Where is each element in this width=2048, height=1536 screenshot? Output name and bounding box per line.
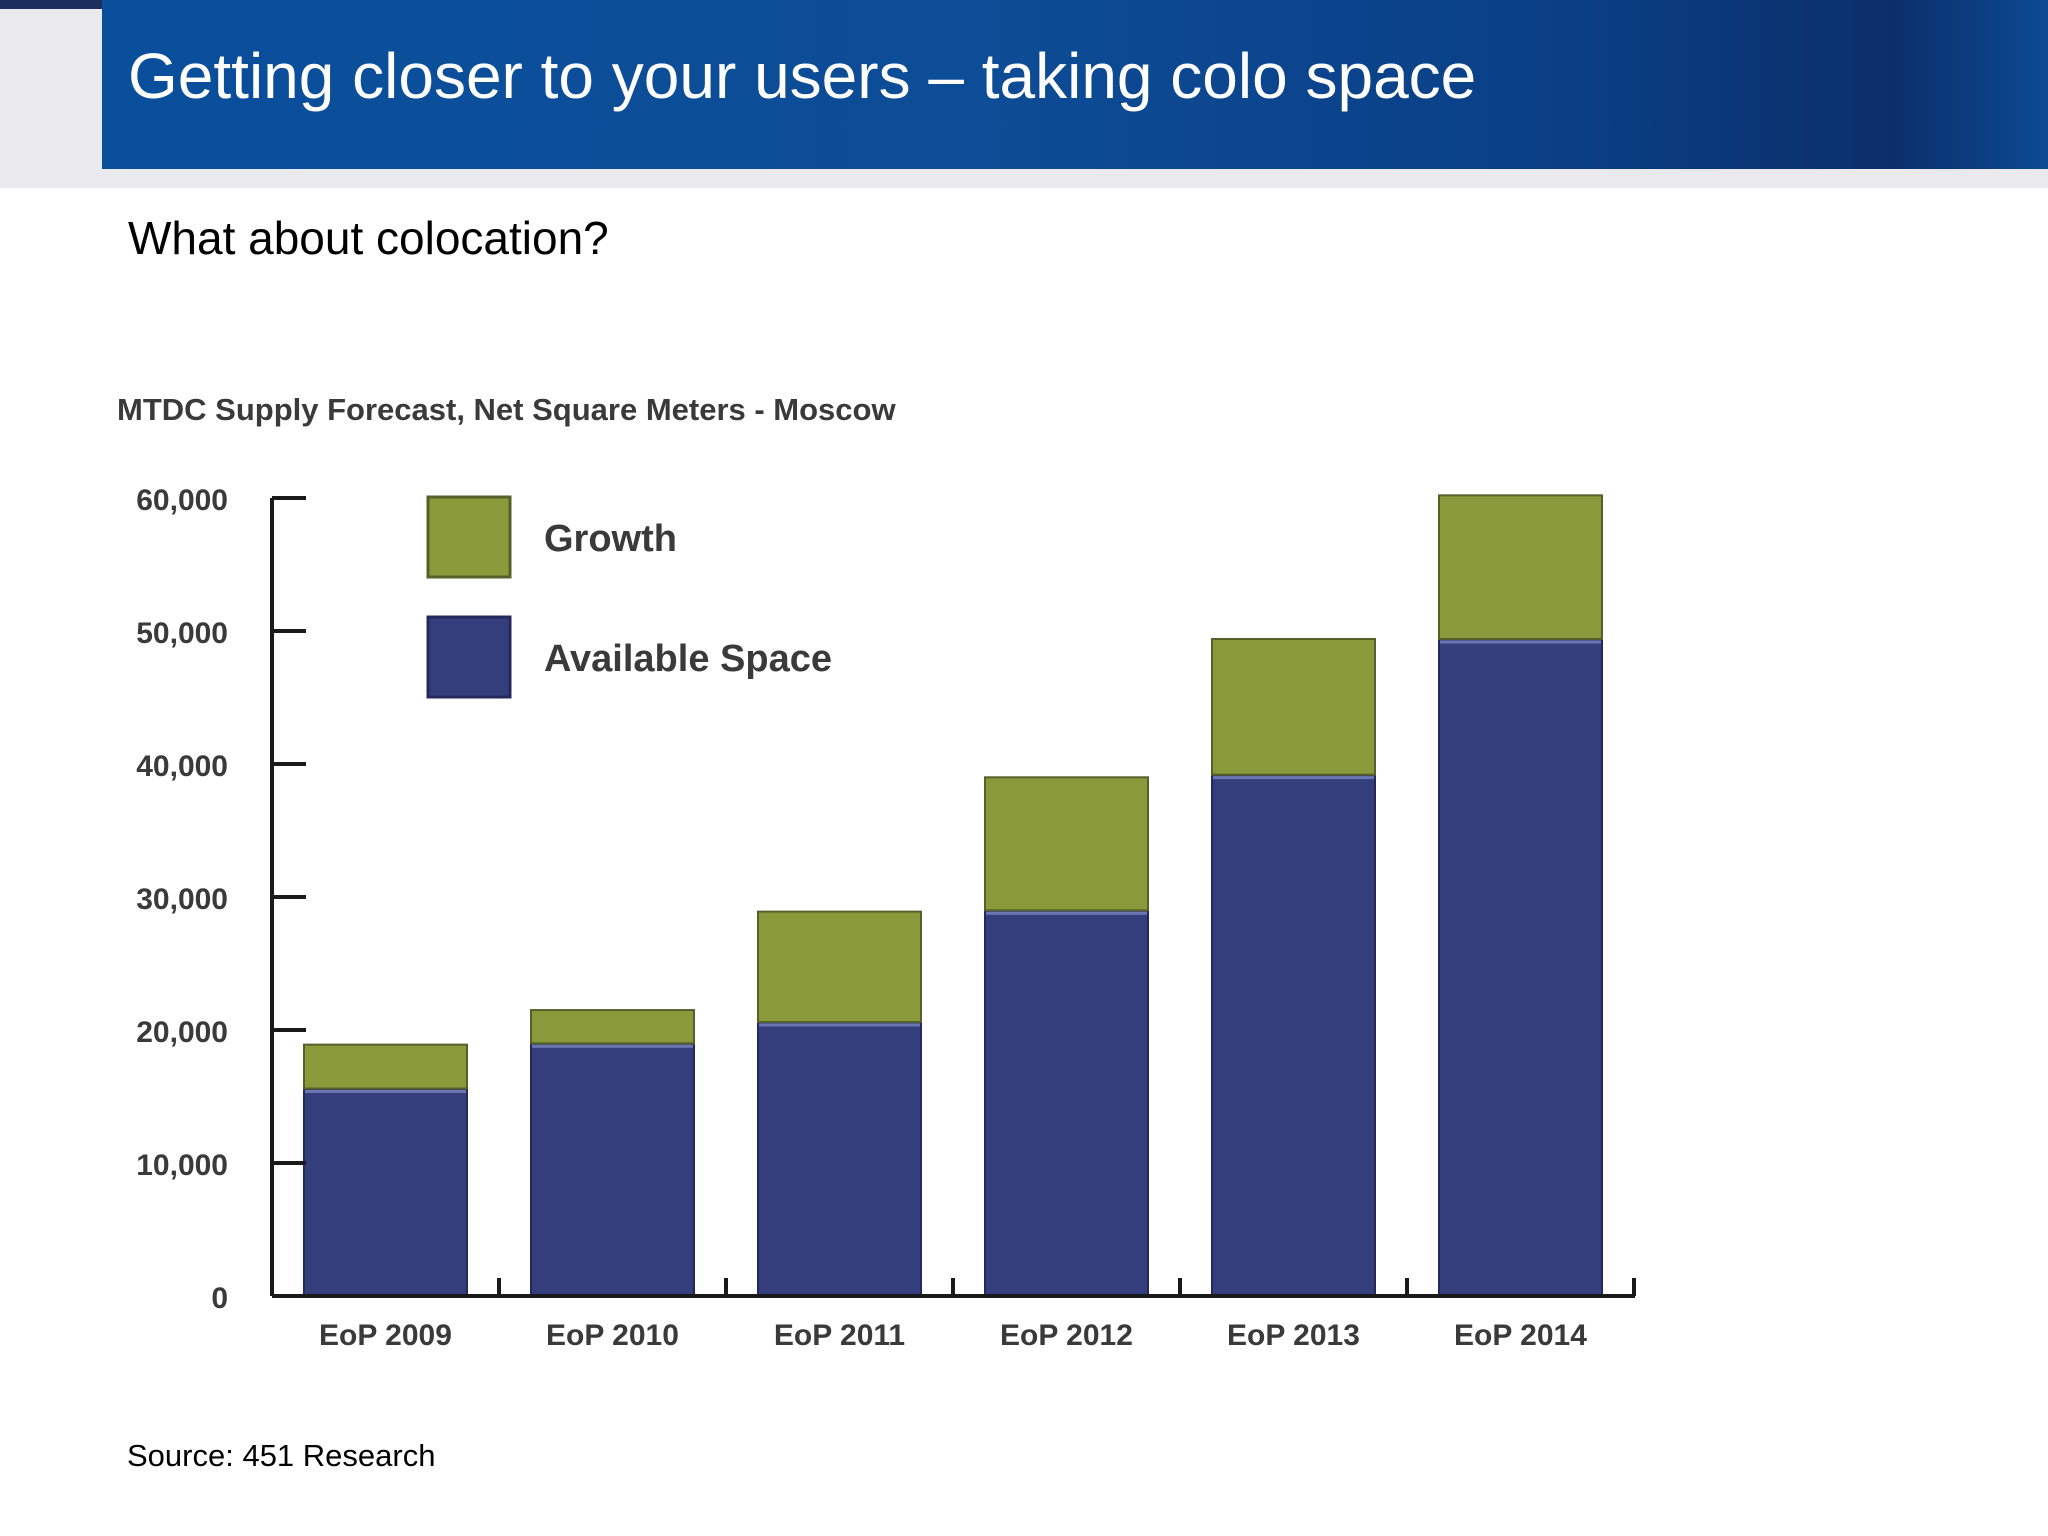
chart-title: MTDC Supply Forecast, Net Square Meters …: [117, 392, 896, 427]
legend-label: Growth: [544, 518, 677, 560]
bar-available-space: [530, 1042, 695, 1298]
x-tick-label: EoP 2011: [774, 1319, 905, 1352]
y-tick-label: 30,000: [136, 883, 228, 916]
x-tick-label: EoP 2010: [546, 1319, 679, 1352]
bars-group: [303, 494, 1603, 1298]
bar-available-space: [1438, 637, 1603, 1297]
bar-available-space: [984, 909, 1149, 1297]
slide-subtitle: What about colocation?: [128, 212, 609, 264]
bar-growth: [1211, 637, 1376, 776]
y-tick-label: 60,000: [136, 484, 228, 517]
x-tick-label: EoP 2012: [1000, 1319, 1133, 1352]
bar-available-space: [303, 1087, 468, 1298]
title-band: [102, 0, 2048, 169]
axes-group: EoP 2009 EoP 2010 EoP 2011 EoP 2012 EoP 2013…: [136, 484, 1636, 1352]
x-tick-label: EoP 2009: [319, 1319, 452, 1352]
source-note: Source: 451 Research: [127, 1438, 436, 1473]
y-tick-label: 20,000: [136, 1016, 228, 1049]
bar-available-space: [757, 1021, 922, 1298]
y-tick-label: 40,000: [136, 750, 228, 783]
bar-growth: [303, 1043, 468, 1090]
header-accent: [0, 0, 102, 9]
y-tick-label: 0: [211, 1282, 228, 1315]
x-tick-label: EoP 2013: [1227, 1319, 1360, 1352]
bar-growth: [757, 910, 922, 1024]
bar-growth: [1438, 494, 1603, 640]
bar-available-space: [1211, 773, 1376, 1297]
y-tick-label: 50,000: [136, 617, 228, 650]
slide-title: Getting closer to your users – taking co…: [128, 40, 1477, 112]
x-tick-label: EoP 2014: [1454, 1319, 1587, 1352]
legend-swatch: [426, 495, 512, 579]
bar-growth: [530, 1009, 695, 1045]
legend: Growth Available Space: [426, 495, 832, 699]
legend-label: Available Space: [544, 638, 832, 680]
y-tick-label: 10,000: [136, 1149, 228, 1182]
bar-growth: [984, 776, 1149, 912]
legend-swatch: [426, 615, 512, 699]
